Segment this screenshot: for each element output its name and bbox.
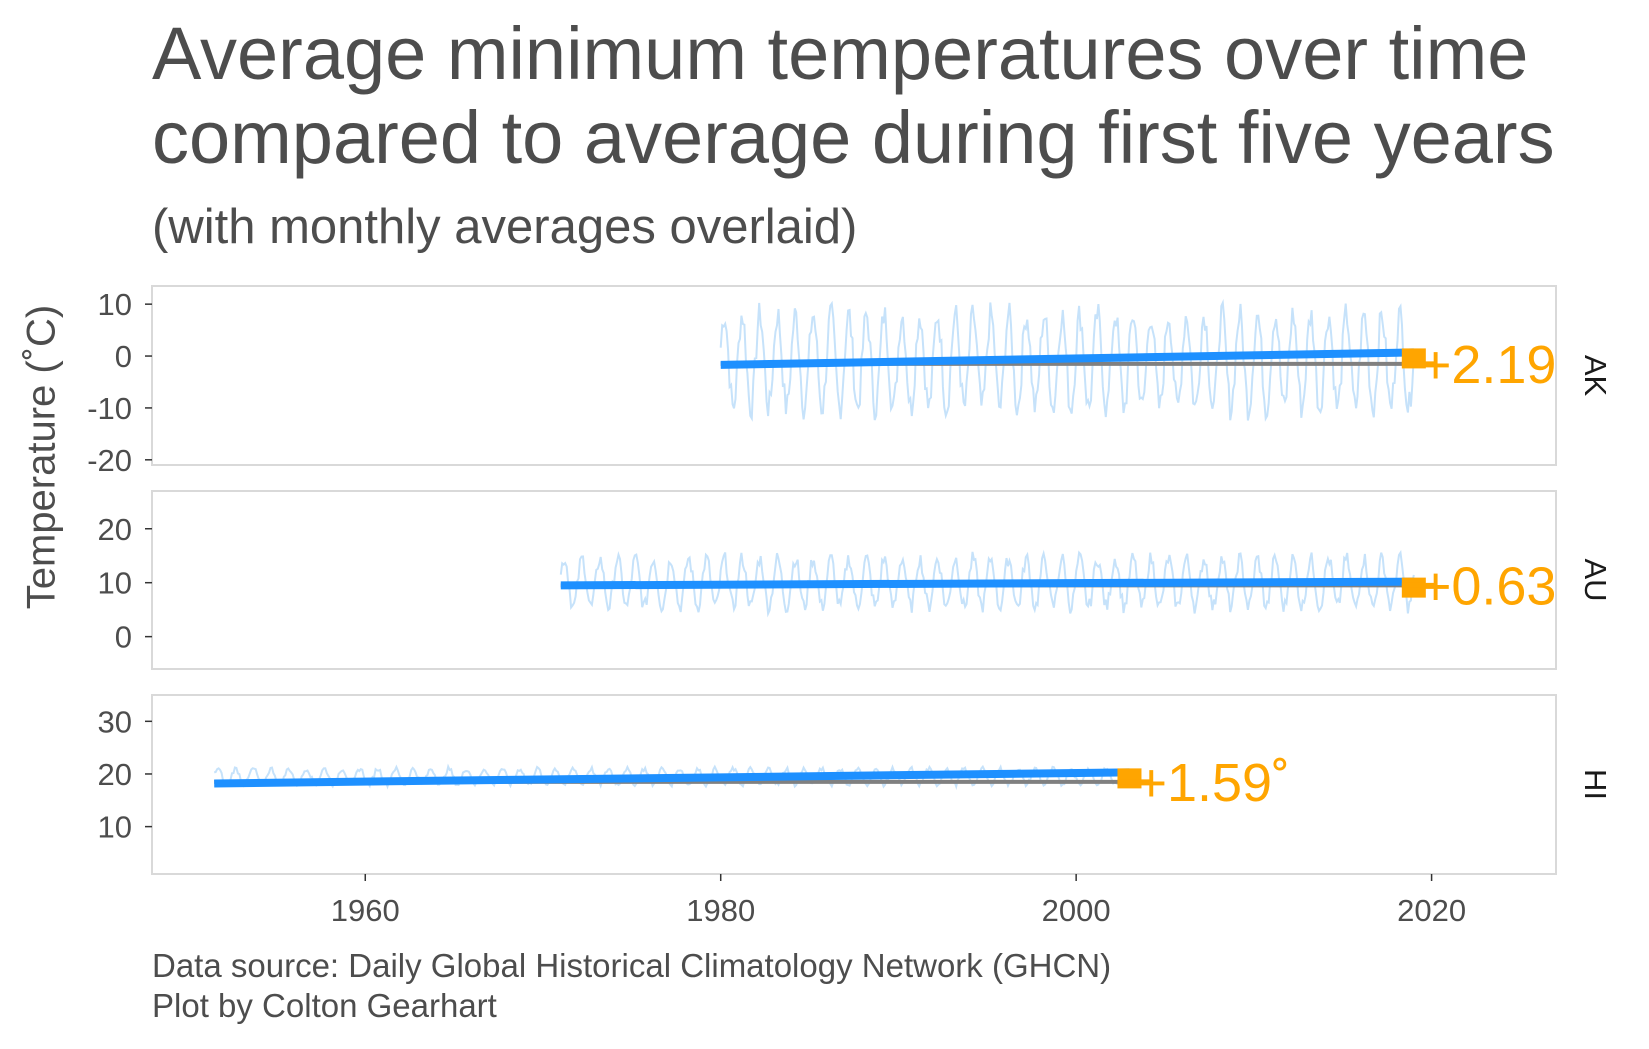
x-tick-label: 1980: [686, 893, 755, 928]
x-tick-label: 2020: [1397, 893, 1466, 928]
trend-series: [720, 348, 1414, 369]
facet-strip-label: AK: [1578, 355, 1613, 397]
y-tick-label: 0: [115, 339, 132, 374]
chart-title: Average minimum temperatures over time c…: [152, 12, 1649, 180]
y-tick-label: 10: [98, 287, 132, 322]
chart-subtitle: (with monthly averages overlaid): [152, 200, 858, 254]
panel-border: [151, 285, 1557, 466]
facet-strip-label: HI: [1578, 769, 1613, 800]
panel-au: 20 10 0 +0.63 AU: [98, 490, 1613, 670]
change-label: +0.63: [1420, 556, 1557, 616]
change-label: +2.19: [1420, 335, 1557, 395]
facet-strip-label: AU: [1578, 558, 1613, 601]
change-label: +1.59˚: [1135, 753, 1290, 813]
trend-series: [214, 768, 1130, 788]
x-tick-label: 1960: [331, 893, 400, 928]
x-axis: 1960 1980 2000 2020: [331, 874, 1466, 928]
y-tick-label: 30: [98, 704, 132, 739]
y-tick-label: -20: [87, 443, 132, 478]
panel-ak: 10 0 -10 -20 +2.19 AK: [87, 285, 1613, 478]
y-tick-label: 20: [98, 757, 132, 792]
y-tick-label: -10: [87, 391, 132, 426]
chart-panels: 10 0 -10 -20 +2.19 AK 20 10 0 +0.63 AU 30 20 10 +1.59˚…: [87, 285, 1613, 875]
panel-border: [151, 694, 1557, 875]
y-tick-label: 10: [98, 566, 132, 601]
chart-caption: Data source: Daily Global Historical Cli…: [152, 946, 1111, 1026]
panel-hi: 30 20 10 +1.59˚ HI: [98, 694, 1613, 875]
chart-title-line-2: compared to average during first five ye…: [152, 96, 1555, 179]
panel-border: [151, 490, 1557, 670]
y-tick-label: 20: [98, 512, 132, 547]
chart-title-line-1: Average minimum temperatures over time: [152, 12, 1529, 95]
x-tick-label: 2000: [1042, 893, 1111, 928]
caption-source: Data source: Daily Global Historical Cli…: [152, 947, 1112, 984]
caption-author: Plot by Colton Gearhart: [152, 987, 497, 1024]
y-tick-label: 0: [115, 620, 132, 655]
y-tick-label: 10: [98, 810, 132, 845]
trend-series: [560, 577, 1414, 590]
